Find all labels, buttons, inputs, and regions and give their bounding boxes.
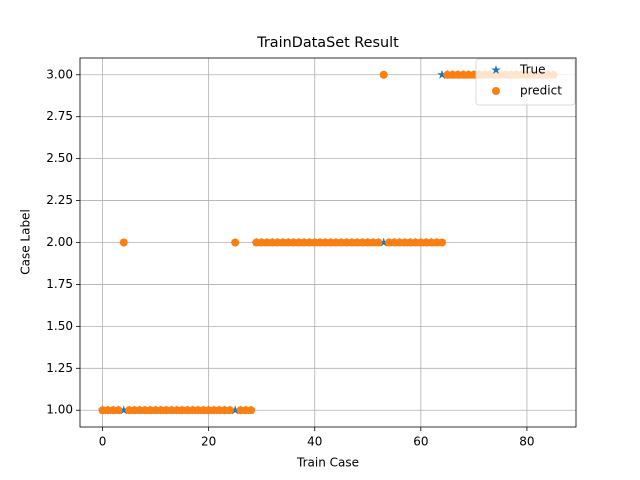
y-tick-label: 2.00	[46, 235, 73, 249]
circle-point	[119, 238, 128, 247]
x-tick-label: 20	[201, 435, 216, 449]
circle-point	[379, 70, 388, 79]
y-axis-label: Case Label	[19, 209, 33, 275]
y-tick-label: 1.75	[46, 277, 73, 291]
y-tick-label: 2.75	[46, 109, 73, 123]
x-axis-label: Train Case	[296, 456, 359, 470]
circle-point	[374, 238, 383, 247]
star-point	[119, 405, 129, 415]
y-tick-label: 1.25	[46, 361, 73, 375]
y-tick-label: 2.25	[46, 193, 73, 207]
circle-point	[247, 406, 256, 415]
chart-title: TrainDataSet Result	[256, 35, 399, 51]
y-tick-label: 2.50	[46, 151, 73, 165]
x-tick-label: 60	[413, 435, 428, 449]
circle-point	[114, 406, 123, 415]
circle-point	[231, 238, 240, 247]
star-point	[230, 405, 240, 415]
y-tick-label: 3.00	[46, 67, 73, 81]
legend-marker	[492, 87, 500, 95]
y-tick-label: 1.50	[46, 319, 73, 333]
x-tick-label: 80	[519, 435, 534, 449]
circle-point	[438, 238, 447, 247]
star-point	[378, 237, 389, 247]
plot-frame	[79, 57, 577, 428]
y-tick-label: 1.00	[46, 403, 73, 417]
circle-point	[225, 406, 234, 415]
star-point	[437, 69, 447, 79]
legend-label: True	[519, 63, 546, 77]
legend-box	[475, 58, 576, 106]
x-tick-label: 40	[307, 435, 322, 449]
legend-marker	[491, 65, 501, 75]
x-tick-label: 0	[99, 435, 107, 449]
legend-label: predict	[520, 84, 562, 98]
